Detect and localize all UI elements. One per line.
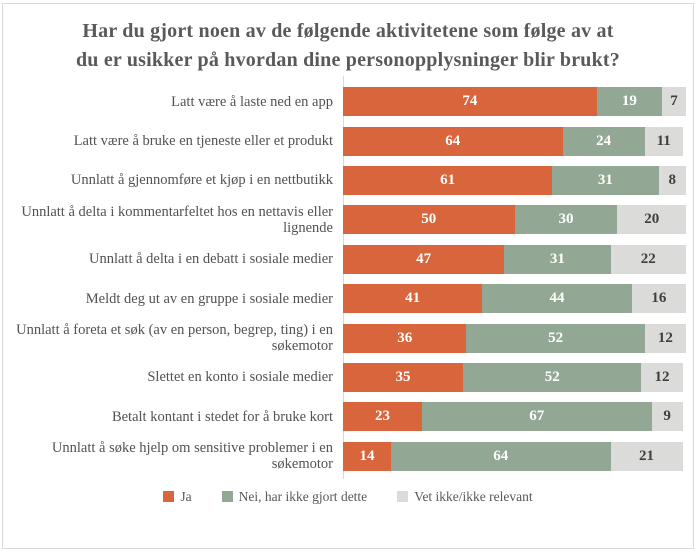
legend-item-vet-ikke-ikke-relevant: Vet ikke/ikke relevant: [397, 488, 533, 505]
legend-item-ja: Ja: [163, 488, 192, 505]
chart-row: Unnlatt å gjennomføre et kjøp i en nettb…: [3, 161, 693, 200]
bar-stack: 47 31 22: [343, 244, 686, 274]
bar-segment-nei-har-ikke-gjort-dette: 31: [552, 165, 659, 195]
chart-row: Unnlatt å delta i en debatt i sosiale me…: [3, 240, 693, 279]
bar-segment-vet-ikke-ikke-relevant: 12: [641, 362, 683, 392]
bar-segment-nei-har-ikke-gjort-dette: 67: [421, 402, 652, 432]
bar-stack: 36 52 12: [343, 323, 686, 353]
bar-segment-vet-ikke-ikke-relevant: 22: [610, 244, 686, 274]
bar-segment-ja: 64: [343, 126, 563, 156]
bar-segment-vet-ikke-ikke-relevant: 12: [644, 323, 686, 353]
category-label: Unnlatt å foreta et søk (av en person, b…: [16, 321, 333, 355]
chart-row: Betalt kontant i stedet for å bruke kort…: [3, 397, 693, 436]
bar-segment-ja: 35: [343, 362, 464, 392]
y-axis-line: [343, 76, 344, 479]
bar-segment-ja: 61: [343, 165, 553, 195]
bar-segment-vet-ikke-ikke-relevant: 7: [661, 87, 686, 117]
bar-stack: 64 24 11: [343, 126, 686, 156]
chart-rows: Latt være å laste ned en app 74 19 7 Latt væ…: [3, 82, 693, 476]
legend-item-nei-har-ikke-gjort-dette: Nei, har ikke gjort dette: [221, 488, 368, 505]
category-label: Latt være å bruke en tjeneste eller et p…: [73, 132, 333, 149]
bar-segment-vet-ikke-ikke-relevant: 21: [610, 441, 683, 471]
chart-row: Unnlatt å foreta et søk (av en person, b…: [3, 318, 693, 357]
category-label: Unnlatt å delta i kommentarfeltet hos en…: [21, 203, 333, 236]
chart-frame: Har du gjort noen av de følgende aktivit…: [2, 3, 694, 549]
legend-swatch-vet-ikke-ikke-relevant: [397, 491, 409, 503]
bar-segment-nei-har-ikke-gjort-dette: 64: [391, 441, 611, 471]
category-label: Betalt kontant i stedet for å bruke kort: [111, 408, 333, 425]
bar-stack: 74 19 7: [343, 87, 686, 117]
category-label: Meldt deg ut av en gruppe i sosiale medi…: [85, 290, 333, 307]
bar-segment-ja: 36: [343, 323, 467, 353]
bar-segment-nei-har-ikke-gjort-dette: 30: [514, 205, 618, 235]
bar-segment-ja: 47: [343, 244, 505, 274]
plot-area: Latt være å laste ned en app 74 19 7 Latt væ…: [3, 76, 693, 479]
bar-segment-ja: 74: [343, 87, 597, 117]
legend-label: Nei, har ikke gjort dette: [238, 488, 368, 504]
legend: Ja Nei, har ikke gjort dette Vet ikke/ikke…: [3, 489, 693, 505]
category-label: Unnlatt å søke hjelp om sensitive proble…: [51, 439, 333, 473]
chart-row: Latt være å laste ned en app 74 19 7: [3, 82, 693, 121]
bar-segment-vet-ikke-ikke-relevant: 20: [617, 205, 686, 235]
bar-segment-vet-ikke-ikke-relevant: 16: [631, 284, 686, 314]
bar-stack: 41 44 16: [343, 284, 686, 314]
category-label: Unnlatt å delta i en debatt i sosiale me…: [88, 251, 333, 268]
bar-stack: 61 31 8: [343, 165, 686, 195]
bar-stack: 35 52 12: [343, 362, 686, 392]
bar-segment-ja: 14: [343, 441, 392, 471]
bar-segment-ja: 50: [343, 205, 515, 235]
legend-label: Vet ikke/ikke relevant: [414, 488, 533, 504]
chart-row: Slettet en konto i sosiale medier 35 52 12: [3, 358, 693, 397]
chart-row: Unnlatt å delta i kommentarfeltet hos en…: [3, 200, 693, 239]
chart-row: Latt være å bruke en tjeneste eller et p…: [3, 121, 693, 160]
bar-segment-nei-har-ikke-gjort-dette: 19: [596, 87, 662, 117]
chart-row: Unnlatt å søke hjelp om sensitive proble…: [3, 437, 693, 476]
bar-segment-nei-har-ikke-gjort-dette: 31: [504, 244, 611, 274]
bar-segment-nei-har-ikke-gjort-dette: 24: [562, 126, 645, 156]
bar-segment-nei-har-ikke-gjort-dette: 52: [463, 362, 642, 392]
bar-segment-nei-har-ikke-gjort-dette: 52: [466, 323, 645, 353]
bar-stack: 14 64 21: [343, 441, 686, 471]
category-label: Latt være å laste ned en app: [171, 93, 333, 110]
chart-title: Har du gjort noen av de følgende aktivit…: [75, 20, 620, 71]
category-label: Unnlatt å gjennomføre et kjøp i en nettb…: [70, 172, 333, 189]
bar-stack: 23 67 9: [343, 402, 686, 432]
category-label: Slettet en konto i sosiale medier: [147, 369, 333, 386]
bar-segment-vet-ikke-ikke-relevant: 9: [651, 402, 683, 432]
legend-swatch-ja: [163, 491, 175, 503]
chart-row: Meldt deg ut av en gruppe i sosiale medi…: [3, 279, 693, 318]
bar-stack: 50 30 20: [343, 205, 686, 235]
bar-segment-vet-ikke-ikke-relevant: 11: [644, 126, 683, 156]
legend-label: Ja: [180, 488, 192, 504]
bar-segment-ja: 41: [343, 284, 483, 314]
bar-segment-nei-har-ikke-gjort-dette: 44: [482, 284, 632, 314]
bar-segment-ja: 23: [343, 402, 422, 432]
bar-segment-vet-ikke-ikke-relevant: 8: [658, 165, 686, 195]
legend-swatch-nei-har-ikke-gjort-dette: [221, 491, 233, 503]
